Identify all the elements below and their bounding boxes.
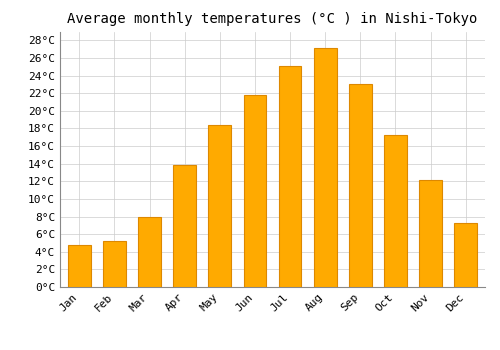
Bar [278,66,301,287]
Bar [103,241,126,287]
Bar [349,84,372,287]
Bar [314,48,336,287]
Bar [384,135,407,287]
Bar [244,95,266,287]
Bar [68,245,90,287]
Bar [419,180,442,287]
Bar [138,217,161,287]
Bar [208,125,231,287]
Title: Average monthly temperatures (°C ) in Nishi-Tokyo: Average monthly temperatures (°C ) in Ni… [68,12,478,26]
Bar [174,164,196,287]
Bar [454,223,477,287]
